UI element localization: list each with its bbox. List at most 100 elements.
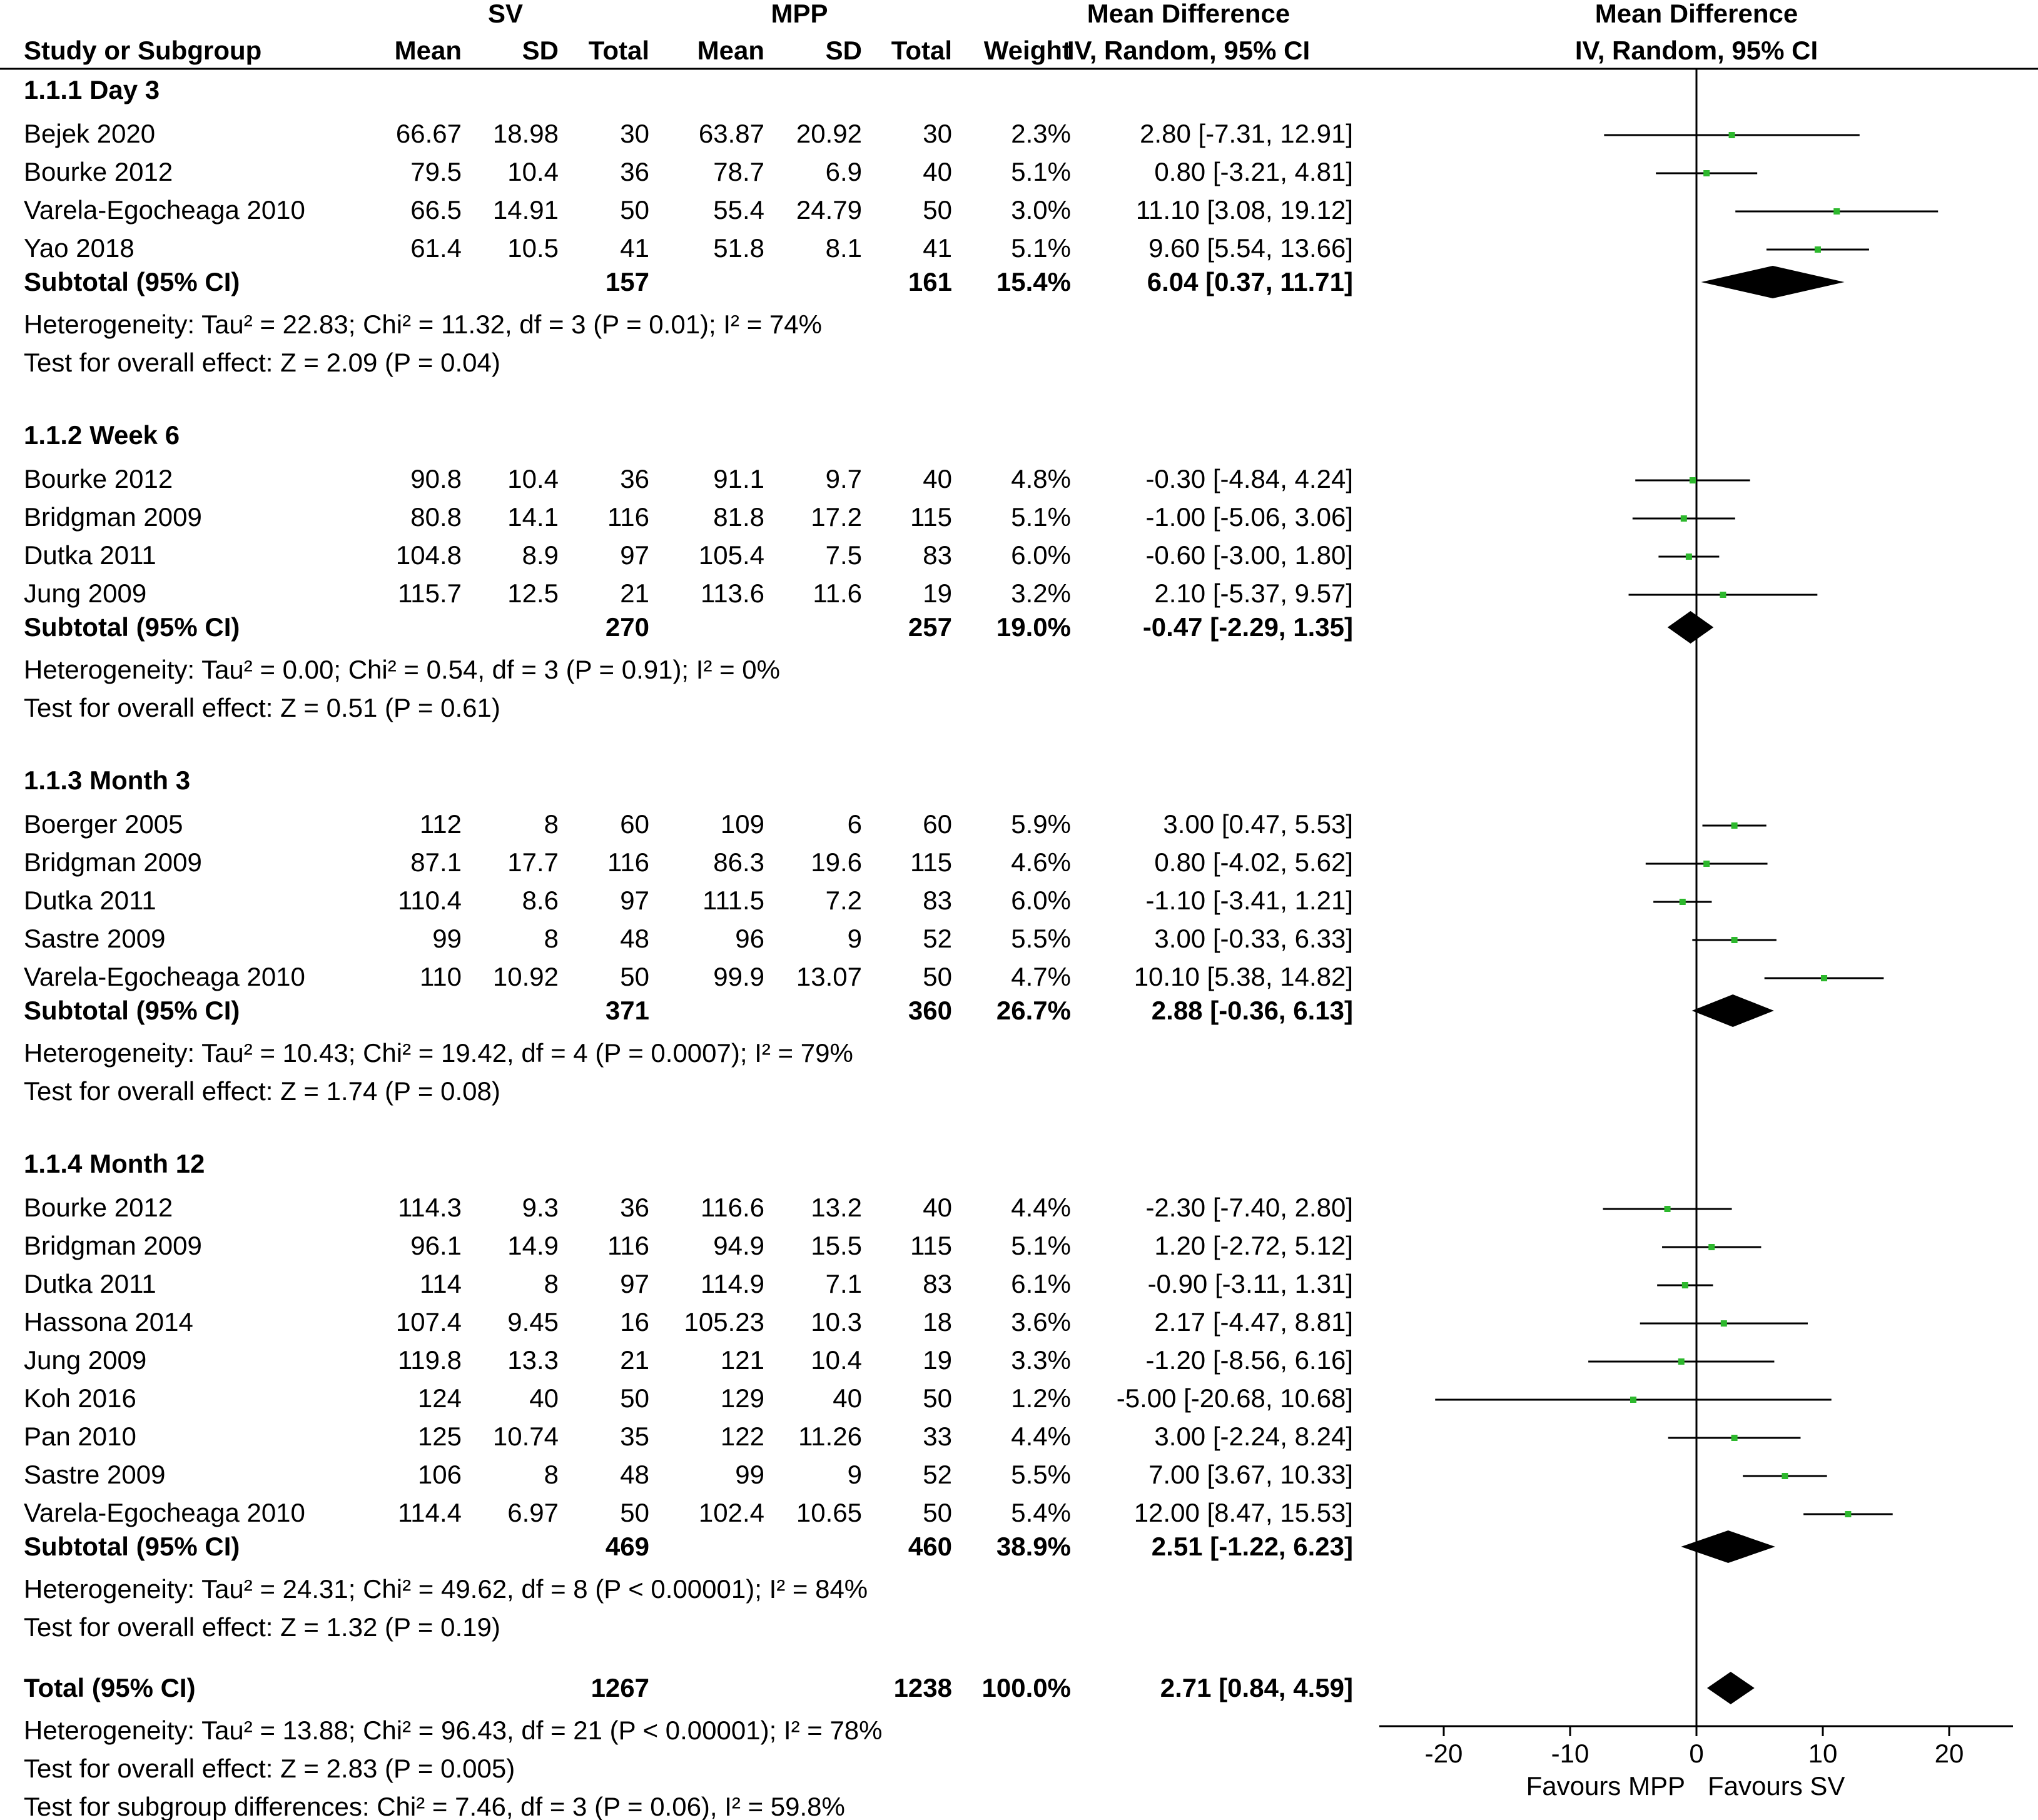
sv-sd: 10.4 [507, 157, 559, 186]
mpp-sd: 7.5 [826, 540, 862, 570]
study-ci: -2.30 [-7.40, 2.80] [1145, 1193, 1353, 1222]
header-group-mpp: MPP [771, 0, 828, 28]
mpp-sd: 7.2 [826, 886, 862, 915]
mpp-total: 40 [923, 157, 952, 186]
header-group-sv: SV [488, 0, 523, 28]
summary-diamond [1691, 994, 1774, 1027]
point-estimate [1845, 1511, 1852, 1517]
sv-total: 36 [620, 464, 649, 493]
sv-sd: 18.98 [493, 119, 559, 148]
mpp-mean: 99 [735, 1460, 764, 1489]
point-estimate [1728, 132, 1735, 138]
footer-overall-effect: Test for overall effect: Z = 2.83 (P = 0… [24, 1754, 515, 1783]
mpp-sd: 6 [848, 809, 862, 839]
study-name: Koh 2016 [24, 1383, 136, 1413]
header-sv-mean: Mean [395, 36, 462, 65]
sv-total: 60 [620, 809, 649, 839]
mpp-sd: 9 [848, 1460, 862, 1489]
mpp-total: 52 [923, 924, 952, 953]
x-tick-label: 10 [1808, 1739, 1838, 1768]
subtotal-weight: 19.0% [996, 612, 1071, 642]
sv-total: 35 [620, 1422, 649, 1451]
study-weight: 2.3% [1011, 119, 1071, 148]
point-estimate [1814, 246, 1821, 253]
study-weight: 5.5% [1011, 1460, 1071, 1489]
mpp-sd: 13.07 [796, 962, 862, 991]
point-estimate [1685, 554, 1692, 560]
mpp-total: 40 [923, 1193, 952, 1222]
study-ci: 2.17 [-4.47, 8.81] [1154, 1307, 1353, 1337]
sv-total: 30 [620, 119, 649, 148]
sv-mean: 79.5 [410, 157, 462, 186]
sv-mean: 114.4 [398, 1498, 462, 1527]
sv-total: 16 [620, 1307, 649, 1337]
study-name: Pan 2010 [24, 1422, 136, 1451]
study-ci: 0.80 [-4.02, 5.62] [1154, 847, 1353, 877]
sv-total: 97 [620, 886, 649, 915]
study-weight: 4.4% [1011, 1422, 1071, 1451]
sv-mean: 90.8 [410, 464, 462, 493]
study-weight: 6.0% [1011, 886, 1071, 915]
sv-sd: 13.3 [507, 1345, 559, 1375]
mpp-mean: 55.4 [713, 195, 764, 225]
subtotal-label: Subtotal (95% CI) [24, 996, 240, 1025]
sv-total: 50 [620, 962, 649, 991]
sv-total: 116 [607, 1231, 649, 1260]
study-weight: 5.1% [1011, 1231, 1071, 1260]
study-weight: 4.7% [1011, 962, 1071, 991]
sv-mean: 66.5 [410, 195, 462, 225]
study-weight: 3.6% [1011, 1307, 1071, 1337]
mpp-sd: 13.2 [811, 1193, 862, 1222]
summary-diamond [1681, 1530, 1775, 1563]
overall-effect-text: Test for overall effect: Z = 1.32 (P = 0… [24, 1612, 500, 1642]
x-tick-label: 20 [1935, 1739, 1964, 1768]
sv-total: 21 [620, 1345, 649, 1375]
mpp-sd: 20.92 [796, 119, 862, 148]
point-estimate [1678, 1358, 1685, 1365]
point-estimate [1630, 1397, 1636, 1403]
study-ci: 3.00 [-2.24, 8.24] [1154, 1422, 1353, 1451]
point-estimate [1731, 822, 1738, 829]
mpp-sd: 9 [848, 924, 862, 953]
header-mpp-mean: Mean [697, 36, 764, 65]
sv-total: 116 [607, 502, 649, 532]
mpp-total: 50 [923, 962, 952, 991]
subtotal-weight: 100.0% [982, 1673, 1071, 1702]
point-estimate [1703, 170, 1710, 176]
mpp-mean: 78.7 [713, 157, 764, 186]
sv-mean: 66.67 [396, 119, 462, 148]
study-name: Boerger 2005 [24, 809, 183, 839]
mpp-sd: 10.65 [796, 1498, 862, 1527]
sv-mean: 61.4 [410, 233, 462, 263]
study-ci: -0.30 [-4.84, 4.24] [1145, 464, 1353, 493]
mpp-mean: 81.8 [713, 502, 764, 532]
mpp-total: 19 [923, 579, 952, 608]
sv-total: 36 [620, 157, 649, 186]
subtotal-mpp-total: 257 [908, 612, 952, 642]
study-name: Bejek 2020 [24, 119, 155, 148]
study-ci: 0.80 [-3.21, 4.81] [1154, 157, 1353, 186]
study-name: Sastre 2009 [24, 1460, 166, 1489]
mpp-total: 30 [923, 119, 952, 148]
study-name: Bourke 2012 [24, 464, 173, 493]
sv-total: 50 [620, 195, 649, 225]
study-ci: -1.20 [-8.56, 6.16] [1145, 1345, 1353, 1375]
mpp-mean: 96 [735, 924, 764, 953]
point-estimate [1681, 1282, 1688, 1288]
mpp-sd: 8.1 [826, 233, 862, 263]
heterogeneity-text: Heterogeneity: Tau² = 10.43; Chi² = 19.4… [24, 1038, 853, 1068]
mpp-mean: 51.8 [713, 233, 764, 263]
mpp-mean: 113.6 [701, 579, 764, 608]
study-ci: -0.60 [-3.00, 1.80] [1145, 540, 1353, 570]
subtotal-mpp-total: 1238 [894, 1673, 952, 1702]
sv-mean: 96.1 [410, 1231, 462, 1260]
footer-subgroup-diff: Test for subgroup differences: Chi² = 7.… [24, 1792, 845, 1820]
mpp-mean: 94.9 [713, 1231, 764, 1260]
mpp-mean: 121 [721, 1345, 764, 1375]
mpp-total: 115 [910, 502, 952, 532]
point-estimate [1680, 515, 1687, 522]
mpp-total: 41 [923, 233, 952, 263]
sv-total: 48 [620, 1460, 649, 1489]
mpp-mean: 116.6 [701, 1193, 764, 1222]
study-ci: -1.00 [-5.06, 3.06] [1145, 502, 1353, 532]
